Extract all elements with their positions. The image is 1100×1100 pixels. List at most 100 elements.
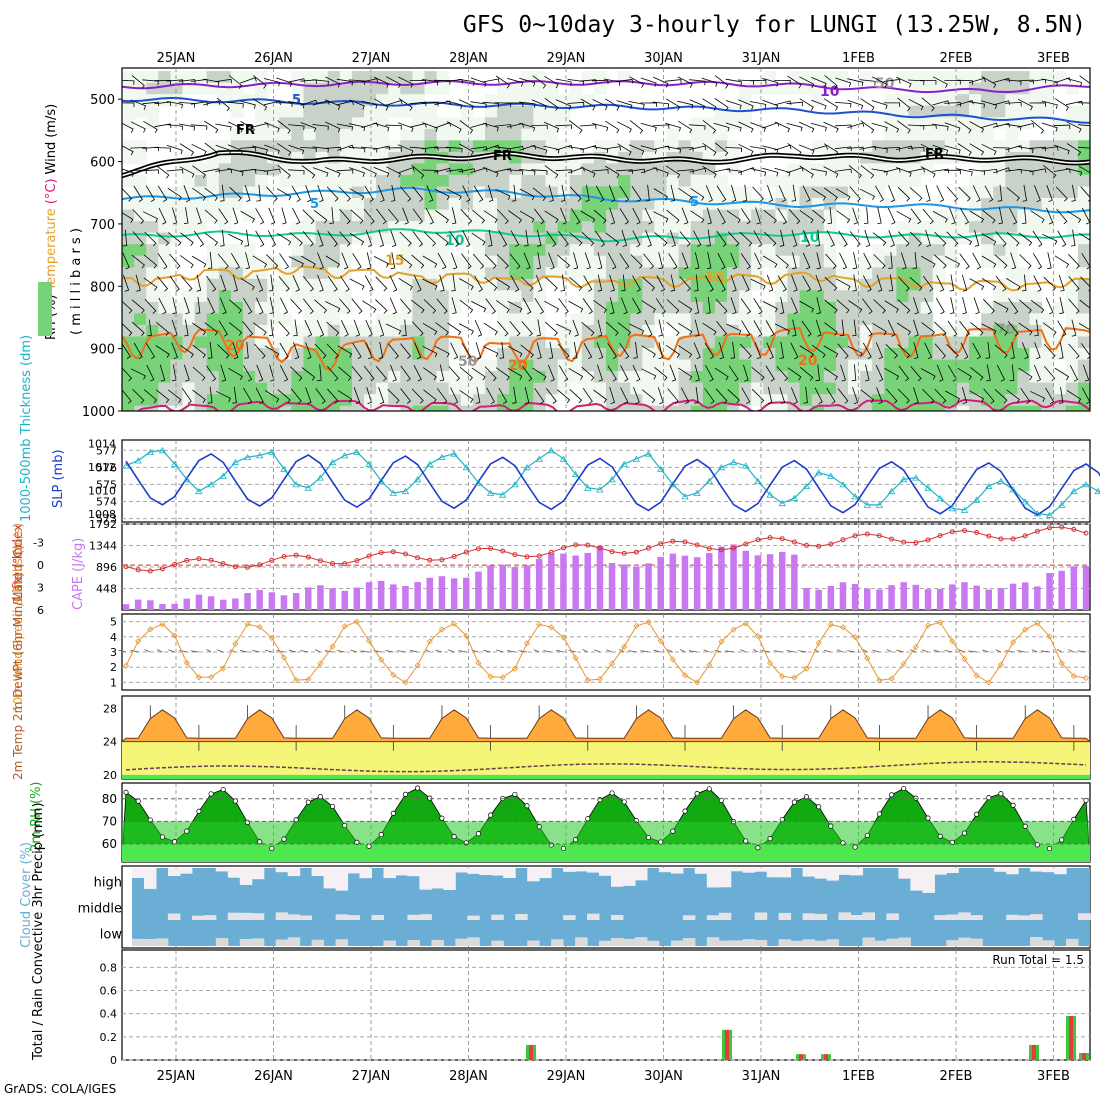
rh-cell [376,336,389,349]
wind-barb [206,275,217,292]
cloud-low-gap [886,938,899,946]
wind-barb [142,146,159,152]
wind-barb [992,147,1010,153]
wind-barb [207,252,213,269]
rh-cell [122,405,135,411]
cloud-mid-gap [335,914,349,920]
surface-barb [813,649,819,653]
wind-barb [390,184,396,202]
wind-barb [993,167,1011,174]
wind-barb [317,364,322,382]
rh-cell [448,348,462,360]
precip-bar-convective [824,1054,828,1060]
wind-barb [665,122,681,132]
wind-barb [180,255,194,269]
rh2m-point [609,790,615,796]
wind-barb [851,364,857,382]
rh-cell [666,359,680,372]
rh-cell [618,175,631,187]
wind-barb [762,167,779,177]
rh-cell [872,186,885,199]
cloud-high-gap [670,868,684,874]
rh-cell [666,198,680,210]
wind-barb [1079,299,1090,314]
wind-barb [580,210,596,223]
thickness-point [1057,501,1066,508]
rh-cell [739,232,752,245]
rh2m-point [755,845,761,851]
wind-barb [215,123,232,131]
rh-cell [884,175,897,187]
rh-cell [303,163,317,176]
rh-cell [134,290,147,303]
rh-cell [122,290,135,303]
wind-barb [605,120,620,134]
li-point [743,541,749,547]
rh-cell [545,198,559,210]
wind-barb [689,99,706,110]
date-label-top: 26JAN [254,51,293,66]
wind-barb [183,297,190,315]
rh-cell [243,255,256,268]
rh-cell [581,359,595,372]
wind-barb [375,276,388,292]
rh-cell [896,140,910,153]
rh-cell [351,209,365,222]
wind-barb [816,297,821,315]
wind-barb [131,254,145,269]
rh-cell [1029,105,1043,118]
wind-barb [324,167,341,178]
wind-barb [243,297,253,315]
wind-barb [628,101,645,109]
surface-barb [640,650,649,653]
rh-cell [666,128,680,141]
precip-bar-convective [799,1054,803,1060]
rh-cell [291,278,305,291]
surface-barb [786,650,795,653]
rh-cell [702,301,716,314]
rh-cell [497,267,510,280]
wind-barb [317,252,324,270]
rh-cell [243,405,256,411]
rh-cell [1065,324,1079,337]
wind-barb [1030,299,1045,314]
cloud-mid-gap [934,915,947,920]
wind-barb [1071,184,1076,202]
wind-barb [572,319,579,337]
rh-cell [1065,198,1079,210]
wind-barb [232,207,239,225]
rh-cell [884,244,897,257]
rh-cell [400,94,413,107]
rh-cell [327,405,341,411]
wind-barb [959,253,970,270]
wind-barb [823,166,839,178]
rh-cell [860,278,873,291]
rh-cell [1029,175,1043,187]
rh-cell [908,267,922,280]
rh-cell [533,221,547,234]
wind-barb [762,78,779,87]
rh-cell [727,405,740,411]
rh-cell [642,336,655,349]
wind-barb [944,102,961,107]
rh-cell [1041,313,1055,326]
rh-cell [787,175,801,187]
wind-barb [815,364,820,382]
wind-barb [664,145,682,154]
wind-point [463,632,470,639]
wind-barb [276,232,292,246]
wind-barb [536,319,541,337]
rh-cell [376,117,389,130]
wind-barb [423,231,436,247]
rh-cell [751,394,764,407]
wind-barb [1017,146,1034,154]
rh-cell [993,382,1006,395]
rh-cell [702,359,716,372]
rh-cell [351,94,365,107]
rh-cell [485,405,498,411]
rh-cell [448,290,462,303]
surface-barb [252,650,260,653]
cloud-low-gap [670,940,684,946]
wind-barb [436,388,448,404]
wind-barb [973,297,980,315]
